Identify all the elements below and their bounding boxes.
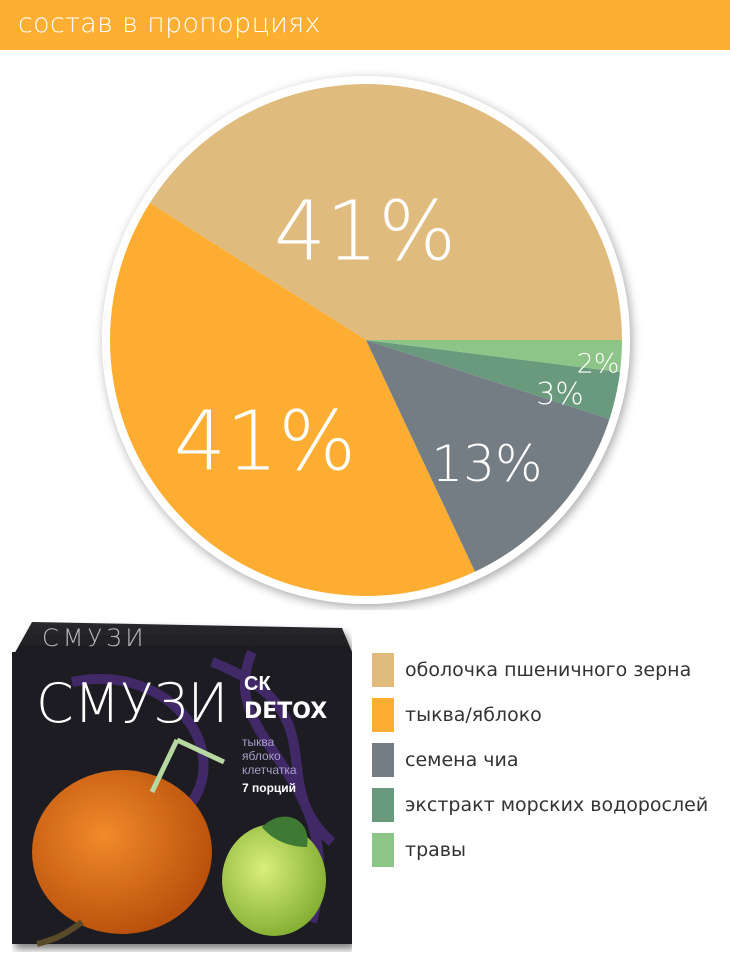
pie-slice — [149, 84, 622, 340]
slice-label: 3% — [536, 377, 584, 412]
legend-label: семена чиа — [405, 749, 519, 771]
slice-label: 13% — [431, 435, 542, 493]
svg-text:СК: СК — [244, 673, 271, 695]
legend-swatch — [372, 698, 394, 732]
svg-text:СМУЗИ: СМУЗИ — [42, 624, 147, 652]
legend-swatch — [372, 653, 394, 687]
svg-text:яблоко: яблоко — [242, 749, 281, 763]
product-box-image: СМУЗИ СМУЗИ СК DETOX тыква яблоко клетча… — [12, 622, 352, 947]
svg-text:7 порций: 7 порций — [242, 781, 296, 795]
page-title: состав в пропорциях — [18, 8, 321, 39]
header-bar: состав в пропорциях — [0, 0, 730, 50]
svg-text:клетчатка: клетчатка — [242, 763, 297, 777]
legend-label: травы — [405, 839, 466, 861]
legend-label: экстракт морских водорослей — [405, 794, 709, 816]
svg-text:DETOX: DETOX — [244, 699, 327, 724]
legend-swatch — [372, 788, 394, 822]
pie-slice — [109, 202, 475, 597]
svg-text:СМУЗИ: СМУЗИ — [36, 672, 228, 735]
legend-label: оболочка пшеничного зерна — [405, 659, 692, 681]
legend-swatch — [372, 833, 394, 867]
slice-label: 2% — [577, 349, 620, 380]
svg-text:тыква: тыква — [242, 735, 275, 749]
slice-label: 41% — [174, 395, 356, 490]
pie-slice — [366, 340, 622, 373]
slice-label: 41% — [274, 185, 456, 280]
legend-swatch — [372, 743, 394, 777]
pie-chart: 41% 41% 13% 3%2% — [102, 76, 630, 604]
pie-slice — [366, 340, 620, 420]
pie-slice — [366, 340, 610, 572]
legend-label: тыква/яблоко — [405, 704, 542, 726]
